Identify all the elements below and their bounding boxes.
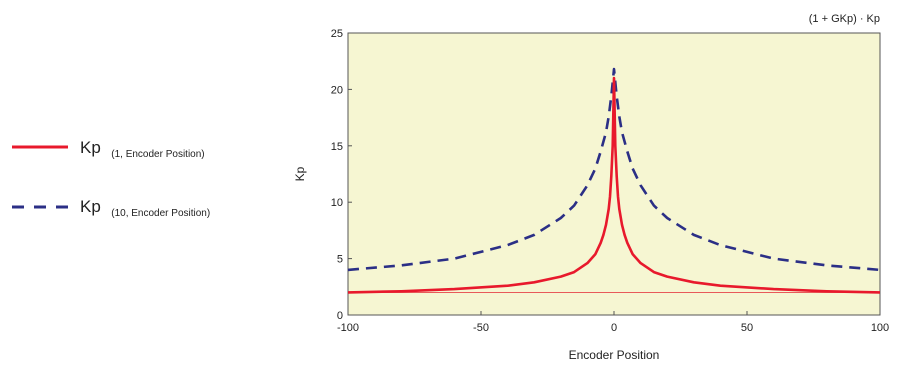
series-line-2 bbox=[347, 67, 881, 272]
legend-label-series-2: Kp (10, Encoder Position) bbox=[80, 197, 210, 219]
y-tick-label: 20 bbox=[331, 84, 343, 96]
chart-annotation: (1 + GKp) · Kp bbox=[809, 13, 880, 25]
series-group bbox=[347, 67, 881, 294]
y-tick-label: 0 bbox=[337, 310, 343, 322]
y-axis-ticks: 0 5 10 15 20 25 bbox=[331, 28, 352, 322]
x-tick-label: 100 bbox=[871, 322, 889, 334]
x-tick-label: 0 bbox=[611, 322, 617, 334]
series-line-1 bbox=[347, 76, 881, 294]
x-axis-ticks: -100 -50 0 50 100 bbox=[337, 311, 889, 334]
y-tick-label: 15 bbox=[331, 141, 343, 153]
legend-label-series-1: Kp (1, Encoder Position) bbox=[80, 138, 205, 160]
x-axis-label: Encoder Position bbox=[569, 348, 660, 362]
x-tick-label: -100 bbox=[337, 322, 359, 334]
y-axis-label: Kp bbox=[293, 166, 307, 181]
y-tick-label: 5 bbox=[337, 254, 343, 266]
y-tick-label: 25 bbox=[331, 28, 343, 40]
legend: Kp (1, Encoder Position) Kp (10, Encoder… bbox=[12, 138, 210, 219]
x-tick-label: 50 bbox=[741, 322, 753, 334]
x-tick-label: -50 bbox=[473, 322, 489, 334]
y-tick-label: 10 bbox=[331, 197, 343, 209]
